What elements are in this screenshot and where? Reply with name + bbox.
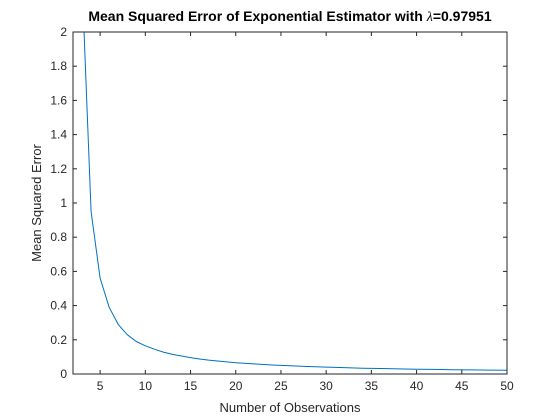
chart-title-prefix: Mean Squared Error of Exponential Estima… xyxy=(88,8,426,24)
axes-box xyxy=(72,31,508,375)
y-tick-label-1: 0.2 xyxy=(50,333,67,347)
x-tick-label-5: 5 xyxy=(97,379,104,393)
y-tick-label-9: 1.8 xyxy=(50,59,67,73)
chart-title: Mean Squared Error of Exponential Estima… xyxy=(88,8,491,25)
y-tick-label-3: 0.6 xyxy=(50,264,67,278)
chart-title-suffix: =0.97951 xyxy=(433,8,492,24)
y-tick-label-5: 1 xyxy=(60,196,67,210)
y-tick-label-4: 0.8 xyxy=(50,230,67,244)
y-tick-label-10: 2 xyxy=(60,25,67,39)
x-tick-label-30: 30 xyxy=(319,379,333,393)
x-tick-label-20: 20 xyxy=(229,379,243,393)
x-tick-label-10: 10 xyxy=(139,379,153,393)
y-tick-label-7: 1.4 xyxy=(50,128,67,142)
x-tick-label-25: 25 xyxy=(274,379,288,393)
x-tick-label-40: 40 xyxy=(410,379,424,393)
series-line-1 xyxy=(83,32,507,371)
x-tick-label-35: 35 xyxy=(365,379,379,393)
chart-title-lambda: λ xyxy=(426,10,433,25)
plot-area xyxy=(73,32,507,374)
ticks-layer: 5 10 15 20 25 30 35 40 45 50 0 0.2 0.4 0.6 0.8 1 1.2 1.4 1… xyxy=(50,25,514,393)
y-tick-label-6: 1.2 xyxy=(50,162,67,176)
x-tick-label-50: 50 xyxy=(500,379,514,393)
x-tick-label-15: 15 xyxy=(184,379,198,393)
y-tick-label-2: 0.4 xyxy=(50,299,67,313)
x-tick-label-45: 45 xyxy=(455,379,469,393)
y-axis-label: Mean Squared Error xyxy=(29,143,44,261)
x-axis-label: Number of Observations xyxy=(220,400,361,415)
series-layer xyxy=(83,32,507,371)
y-tick-label-8: 1.6 xyxy=(50,93,67,107)
y-tick-label-0: 0 xyxy=(60,367,67,381)
